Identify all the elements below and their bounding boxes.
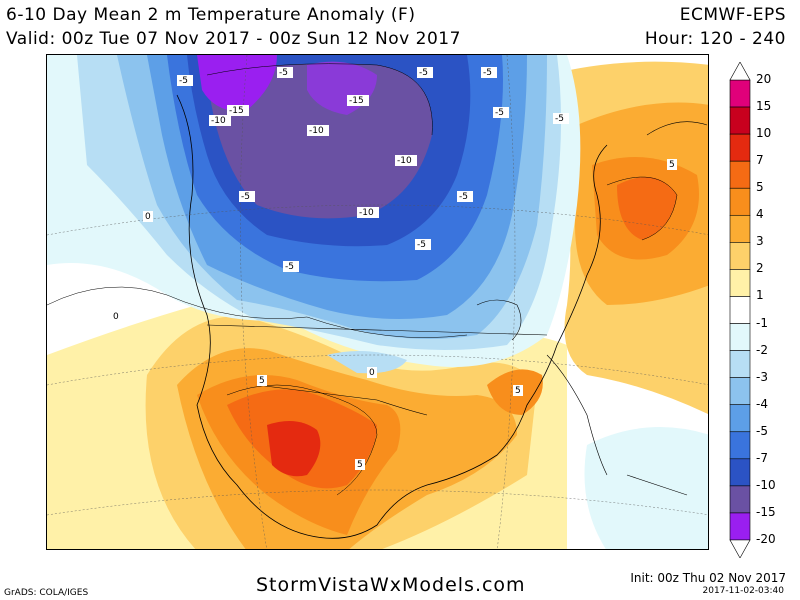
coastlines-borders (176, 94, 708, 539)
contour-label: -10 (397, 156, 412, 166)
colorbar-swatch (729, 269, 751, 297)
contour-label: -5 (279, 68, 288, 78)
contour-label: -5 (285, 262, 294, 272)
colorbar-label: 10 (756, 126, 772, 141)
colorbar-top-arrow (729, 62, 751, 81)
contour-label: -15 (349, 96, 364, 106)
contour-label: -5 (555, 114, 564, 124)
contour-label-bg (481, 67, 497, 78)
colorbar-label: -20 (756, 532, 776, 546)
contour-label: -10 (211, 116, 226, 126)
colorbar-swatch (729, 79, 751, 108)
colorbar-swatch (729, 350, 751, 378)
map-title: 6-10 Day Mean 2 m Temperature Anomaly (F… (6, 5, 416, 25)
contour-label-bg (111, 311, 121, 322)
colorbar-swatch (729, 160, 751, 189)
contour-label-bg (667, 159, 677, 170)
contour-label-bg (277, 67, 293, 78)
colorbar-label: -10 (756, 477, 776, 492)
contour-label: -5 (483, 68, 492, 78)
contour-label: 5 (669, 160, 675, 170)
contour-label-bg (347, 95, 369, 106)
contour-label-bg (257, 375, 267, 386)
colorbar-swatch (729, 512, 751, 541)
contour-label: 5 (259, 376, 265, 386)
colorbar-label: 2 (756, 261, 764, 276)
site-name[interactable]: StormVistaWxModels.com (256, 574, 526, 596)
colorbar-swatch (729, 296, 751, 324)
contour-label-bg (417, 67, 433, 78)
contour-label-bg (415, 239, 431, 250)
colorbar-label: 7 (756, 153, 764, 168)
grads-credit: GrADS: COLA/IGES (4, 588, 89, 598)
colorbar-label: 5 (756, 180, 764, 195)
contour-label: -5 (419, 68, 428, 78)
contour-label-bg (357, 207, 379, 218)
contour-label: -15 (229, 106, 244, 116)
colorbar-label: -7 (756, 450, 768, 465)
colorbar-swatch (729, 242, 751, 270)
contour-label: 0 (145, 212, 151, 222)
colorbar-label: 4 (756, 207, 764, 222)
colorbar-swatch (729, 431, 751, 460)
colorbar-swatch (729, 133, 751, 162)
colorbar-swatch (729, 485, 751, 514)
anomaly-fill (47, 55, 708, 549)
contour-label-bg (209, 115, 231, 126)
contour-label-bg (283, 261, 299, 272)
contour-label-bg (553, 113, 569, 124)
contour-label: -10 (359, 208, 374, 218)
contour-label-layer: -5-5 -5 -5-5-15-15-10-10-10-10-5 -5-5-5-500… (111, 67, 677, 470)
contour-label-bg (355, 459, 365, 470)
contour-label: -10 (309, 126, 324, 136)
contour-label-bg (493, 107, 509, 118)
contour-label: -5 (179, 76, 188, 86)
contour-label: -5 (241, 192, 250, 202)
contour-label: 0 (369, 368, 375, 378)
colorbar-bottom-arrow (729, 539, 751, 558)
contour-label: -5 (417, 240, 426, 250)
contour-label-bg (177, 75, 193, 86)
contour-label-bg (227, 105, 249, 116)
colorbar-swatch (729, 404, 751, 433)
colorbar-label: 1 (756, 288, 764, 303)
contour-label: -5 (459, 192, 468, 202)
colorbar-swatch (729, 214, 751, 243)
contour-label-bg (513, 385, 523, 396)
colorbar (729, 62, 751, 558)
colorbar-label: -1 (756, 315, 768, 330)
colorbar-swatch (729, 377, 751, 406)
model-name: ECMWF-EPS (679, 5, 786, 25)
colorbar-label: 15 (756, 99, 772, 114)
colorbar-swatch (729, 458, 751, 487)
contour-label-bg (395, 155, 417, 166)
graticule (47, 55, 708, 549)
colorbar-label: 20 (756, 72, 772, 86)
colorbar-swatch (729, 187, 751, 216)
colorbar-label: -2 (756, 342, 768, 357)
contour-label: -5 (495, 108, 504, 118)
contour-label: 5 (357, 460, 363, 470)
contour-label-bg (307, 125, 329, 136)
colorbar-label: -15 (756, 504, 776, 519)
colorbar-label: 3 (756, 234, 764, 249)
temperature-anomaly-map: -5 -5 -5 -5 -5 -15 -15 -10 -10 -10 -10 -5 -5 -5 -5 -5 0 0… (46, 54, 709, 550)
timestamp: 2017-11-02-03:40 (702, 586, 785, 596)
colorbar-label: -3 (756, 369, 768, 384)
contour-label-bg (457, 191, 473, 202)
map-canvas: -5-5 -5 -5-5-15-15-10-10-10-10-5 -5-5-5-500… (47, 55, 708, 549)
contour-label-bg (239, 191, 255, 202)
contour-label-bg (367, 367, 377, 378)
contour-label: 5 (515, 386, 521, 396)
init-time: Init: 00z Thu 02 Nov 2017 (630, 571, 786, 585)
colorbar-swatch (729, 106, 751, 135)
colorbar-label: -5 (756, 423, 768, 438)
colorbar-swatch (729, 323, 751, 351)
forecast-hour: Hour: 120 - 240 (644, 29, 786, 49)
valid-period: Valid: 00z Tue 07 Nov 2017 - 00z Sun 12 … (6, 29, 461, 49)
contour-label: 0 (113, 312, 119, 322)
contour-label-bg (143, 211, 153, 222)
colorbar-label: -4 (756, 396, 768, 411)
